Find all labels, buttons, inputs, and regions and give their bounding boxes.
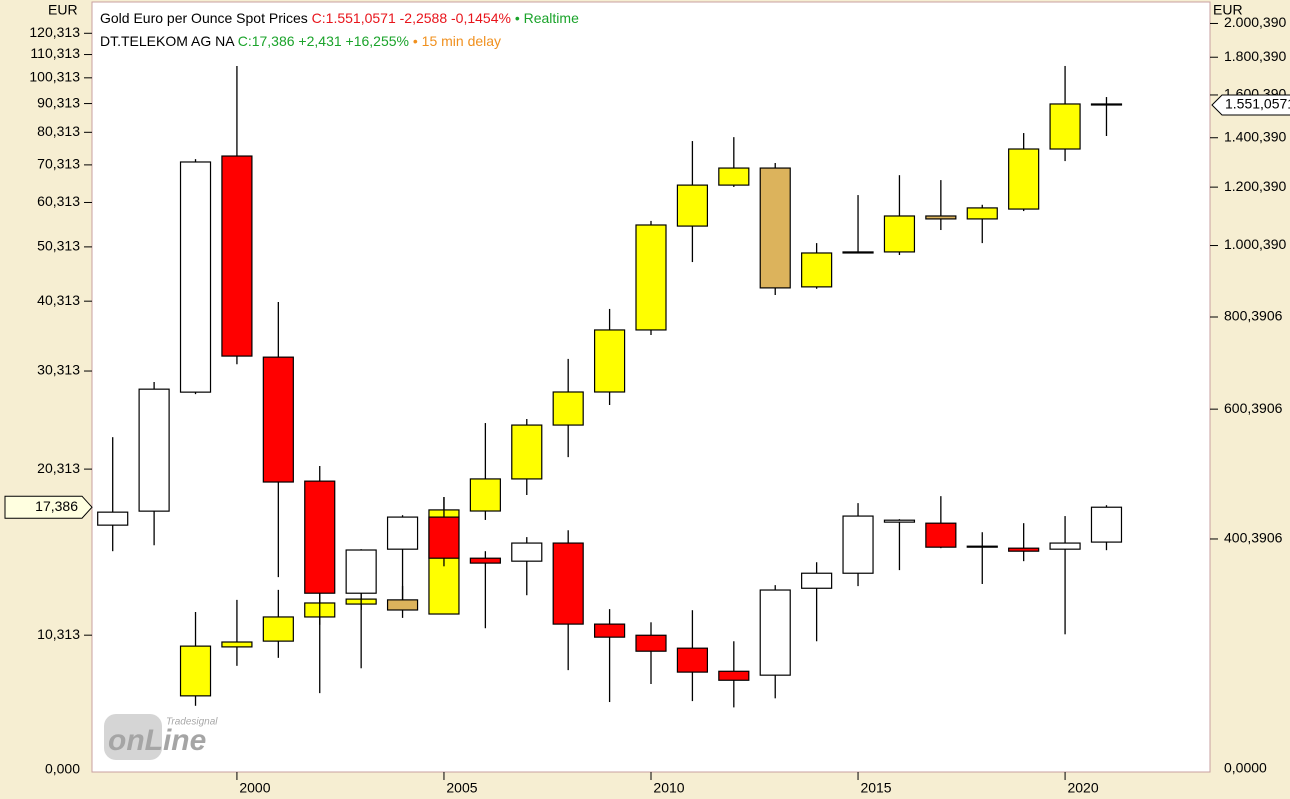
candle-body	[511, 542, 543, 562]
y-tick-label: 60,313	[37, 193, 80, 209]
candle-body	[635, 634, 667, 652]
candles	[97, 65, 1123, 708]
y-tick-label: 110,313	[30, 45, 80, 61]
candle-body	[221, 641, 253, 648]
legend-entry: DT.TELEKOM AG NA C:17,386 +2,431 +16,255…	[100, 33, 501, 49]
candle-body	[718, 670, 750, 681]
candle-body	[262, 616, 294, 642]
candle-body	[97, 511, 129, 526]
series-name: Gold Euro per Ounce Spot Prices	[100, 10, 308, 26]
candle-body	[304, 480, 336, 594]
candle-body	[1049, 103, 1081, 150]
y-tick-label: 20,313	[37, 460, 80, 476]
candle-body	[1090, 103, 1123, 106]
last-price-marker	[4, 495, 93, 519]
watermark-text: Tradesignal	[166, 717, 218, 728]
y-tick-label: 70,313	[37, 156, 80, 172]
series-quote: C:1.551,0571 -2,2588 -0,1454%	[312, 10, 511, 26]
y2-unit: EUR	[1213, 2, 1243, 18]
candle-body	[801, 252, 833, 288]
candle-body	[179, 161, 212, 393]
candle-body	[759, 167, 791, 289]
candle-body	[842, 251, 874, 254]
series-status: • Realtime	[515, 10, 579, 26]
candle-body	[925, 522, 957, 548]
candle-body	[552, 391, 584, 426]
x-tick-label: 2015	[860, 780, 891, 796]
y-tick-label: 90,313	[37, 94, 80, 110]
candle-body	[676, 647, 709, 673]
y2-tick-label: 2.000,390	[1224, 14, 1286, 30]
x-tick-label: 2000	[239, 780, 270, 796]
candle-body	[262, 356, 294, 483]
last-price-marker	[1211, 94, 1290, 116]
series-name: DT.TELEKOM AG NA	[100, 33, 235, 49]
candle-body	[801, 572, 833, 589]
y2-tick-label: 1.400,390	[1224, 128, 1286, 144]
y2-tick-label: 800,3906	[1224, 308, 1283, 324]
x-tick-label: 2020	[1067, 780, 1098, 796]
candle-body	[179, 645, 212, 697]
y2-tick-label: 1.000,390	[1224, 236, 1286, 252]
y-tick-label: 100,313	[29, 69, 80, 85]
candle-body	[635, 224, 667, 331]
y-tick-label: 40,313	[37, 292, 80, 308]
y-tick-label: 80,313	[37, 123, 80, 139]
x-tick-label: 2005	[446, 780, 477, 796]
watermark: Tradesignal onLine	[104, 714, 218, 760]
candle-body	[386, 599, 419, 611]
y-tick-label: 50,313	[37, 238, 80, 254]
candle-body	[966, 545, 998, 548]
candle-body	[1008, 547, 1040, 552]
candle-body	[386, 516, 419, 550]
y2-tick-label: 600,3906	[1224, 400, 1283, 416]
y-tick-label: 30,313	[37, 362, 80, 378]
candle-body	[138, 388, 170, 512]
watermark-logo	[104, 714, 162, 760]
y2-tick-label: 400,3906	[1224, 530, 1283, 546]
candle-body	[883, 519, 916, 523]
y-bottom-label: 0,000	[45, 761, 80, 777]
candle-body	[552, 542, 584, 625]
x-tick-label: 2010	[653, 780, 684, 796]
candle-body	[1049, 542, 1081, 550]
candle-body	[676, 184, 709, 227]
candle-body	[593, 623, 626, 638]
candle-body	[759, 589, 791, 676]
watermark-text: onLine	[108, 724, 206, 757]
candle-body	[883, 215, 916, 253]
candle-body	[925, 215, 957, 220]
candle-body	[469, 557, 501, 564]
y2-tick-label: 1.800,390	[1224, 48, 1286, 64]
y-unit: EUR	[48, 2, 78, 18]
y-tick-label: 120,313	[29, 24, 80, 40]
legend-entry: Gold Euro per Ounce Spot Prices C:1.551,…	[100, 10, 579, 26]
y2-tick-label: 1.200,390	[1224, 178, 1286, 194]
candle-body	[1090, 506, 1123, 543]
last-price-label: 1.551,0571	[1225, 96, 1290, 112]
candle-body	[593, 329, 626, 393]
series-status: • 15 min delay	[413, 33, 501, 49]
y2-bottom-label: 0,0000	[1224, 760, 1267, 776]
y-tick-label: 10,313	[37, 626, 80, 642]
candle-body	[718, 167, 750, 186]
series-quote: C:17,386 +2,431 +16,255%	[238, 33, 409, 49]
candle-body	[345, 549, 377, 594]
candle-body	[221, 155, 253, 357]
last-price-label: 17,386	[35, 498, 78, 514]
candle-body	[511, 424, 543, 480]
candle-body	[469, 478, 501, 512]
candle-body	[428, 516, 460, 559]
candle-body	[842, 515, 874, 574]
candle-body	[966, 207, 998, 220]
candle-body	[1008, 148, 1040, 210]
